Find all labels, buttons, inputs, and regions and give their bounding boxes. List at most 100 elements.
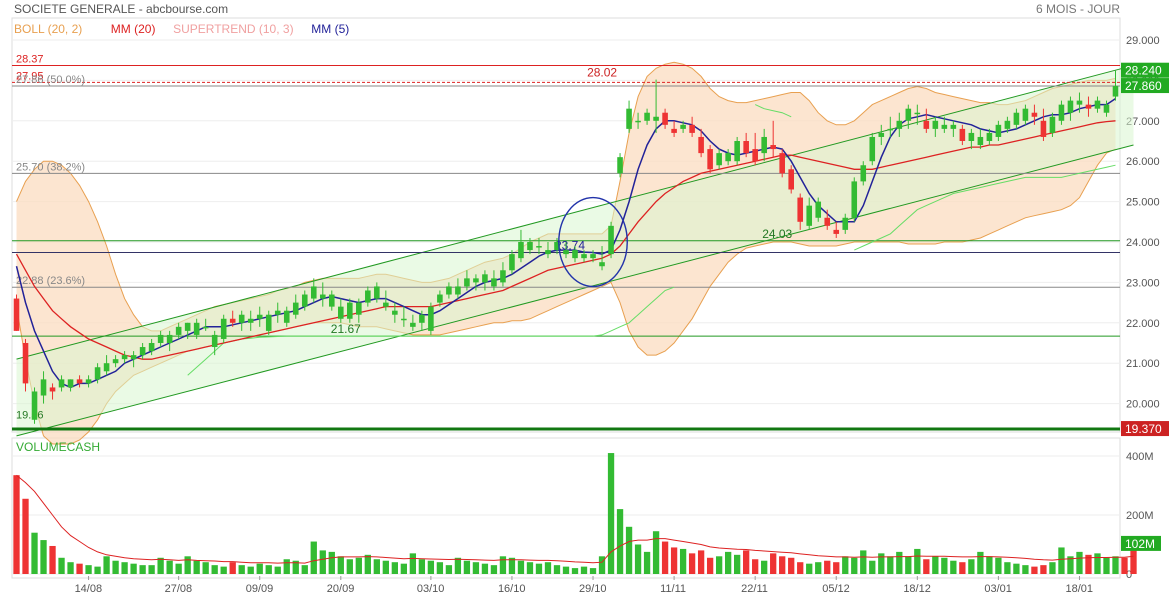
annotation-label: 23.74 bbox=[555, 239, 585, 253]
volume-bar bbox=[85, 565, 92, 574]
candle-body bbox=[40, 379, 47, 396]
volume-bar bbox=[22, 498, 29, 574]
volume-bar bbox=[49, 545, 56, 574]
volume-bar bbox=[634, 544, 642, 574]
candle-body bbox=[383, 302, 389, 307]
candle bbox=[1004, 116, 1011, 133]
candle-body bbox=[139, 347, 146, 356]
candle-body bbox=[689, 124, 695, 133]
candle bbox=[428, 302, 434, 335]
candle bbox=[626, 100, 632, 133]
candle bbox=[328, 290, 335, 311]
candle-body bbox=[148, 343, 155, 352]
candle bbox=[734, 136, 740, 166]
candle bbox=[112, 355, 119, 368]
volume-bar bbox=[833, 562, 840, 574]
candle bbox=[139, 343, 146, 360]
candle-body bbox=[905, 108, 912, 121]
volume-bar bbox=[1130, 543, 1137, 574]
candle bbox=[833, 221, 840, 238]
candle bbox=[292, 294, 299, 319]
period-selector[interactable]: 6 MOIS - JOUR bbox=[1035, 2, 1120, 16]
candle-body bbox=[914, 112, 921, 115]
x-tick-label: 20/09 bbox=[327, 583, 355, 595]
candle-body bbox=[1013, 112, 1020, 125]
candle bbox=[40, 371, 47, 404]
volume-bar bbox=[148, 565, 155, 574]
candle bbox=[905, 104, 912, 129]
volume-bar bbox=[986, 556, 993, 574]
candle bbox=[1040, 108, 1047, 141]
supertrend-line bbox=[854, 164, 1116, 251]
volume-bar bbox=[121, 562, 128, 574]
volume-bar bbox=[761, 560, 768, 574]
candle bbox=[1103, 100, 1110, 117]
candle-body bbox=[509, 254, 515, 271]
candle-body bbox=[734, 141, 740, 162]
volume-bar bbox=[977, 551, 984, 574]
annotation-label: 21.67 bbox=[331, 322, 361, 336]
candle-body bbox=[419, 314, 425, 323]
candle bbox=[923, 108, 930, 133]
volume-bar bbox=[382, 560, 389, 574]
last-price-badge: 27.860 bbox=[1125, 79, 1162, 93]
candle-body bbox=[356, 302, 362, 315]
candle bbox=[752, 132, 758, 166]
candle bbox=[554, 237, 560, 255]
x-tick-label: 14/08 bbox=[75, 583, 103, 595]
volume-bar bbox=[13, 475, 20, 574]
candle-body bbox=[1112, 86, 1119, 97]
candle bbox=[130, 351, 137, 368]
candle-body bbox=[698, 136, 704, 154]
volume-bar bbox=[878, 553, 885, 574]
volume-ma-line bbox=[16, 474, 1134, 564]
volume-bar bbox=[779, 556, 786, 574]
level-label: 28.37 bbox=[16, 53, 44, 65]
candle-body bbox=[256, 314, 263, 319]
candle bbox=[689, 116, 695, 137]
volume-bar bbox=[1121, 557, 1128, 574]
candle bbox=[419, 310, 425, 331]
candle bbox=[644, 108, 650, 125]
volume-bar bbox=[571, 568, 579, 574]
candle bbox=[1067, 96, 1074, 121]
candle bbox=[959, 124, 966, 146]
volume-bar bbox=[1022, 565, 1029, 574]
candle bbox=[671, 120, 677, 137]
candle-body bbox=[473, 278, 479, 283]
volume-bar bbox=[391, 562, 398, 574]
volume-bar bbox=[1085, 554, 1092, 574]
volume-bar bbox=[968, 559, 975, 574]
candle bbox=[635, 112, 641, 129]
candle bbox=[193, 318, 200, 339]
volume-bar bbox=[310, 541, 317, 574]
candle-body bbox=[1094, 100, 1101, 109]
candle-body bbox=[725, 153, 731, 162]
x-tick-label: 03/01 bbox=[984, 583, 1012, 595]
candle bbox=[842, 213, 849, 234]
candle-body bbox=[31, 391, 38, 420]
volume-bar bbox=[193, 560, 200, 574]
candle-body bbox=[896, 120, 903, 129]
candle bbox=[85, 375, 92, 388]
candle bbox=[319, 282, 326, 307]
volume-bar bbox=[788, 557, 795, 574]
candle bbox=[950, 120, 957, 137]
volume-bar bbox=[247, 566, 254, 574]
price-y-tick: 25.000 bbox=[1126, 197, 1160, 209]
chart-header: SOCIETE GENERALE - abcbourse.com 6 MOIS … bbox=[0, 0, 1170, 18]
volume-bar bbox=[472, 562, 480, 574]
candle bbox=[680, 120, 686, 133]
candle bbox=[482, 270, 488, 291]
candle-body bbox=[437, 294, 443, 303]
candle bbox=[202, 318, 209, 331]
candle bbox=[869, 132, 876, 166]
candle-body bbox=[959, 128, 966, 141]
candle bbox=[986, 128, 993, 146]
candle bbox=[76, 375, 83, 388]
candle-body bbox=[770, 145, 776, 150]
candle bbox=[148, 338, 155, 356]
volume-bar bbox=[202, 562, 209, 574]
chart-title: SOCIETE GENERALE - abcbourse.com bbox=[14, 2, 229, 16]
candle-body bbox=[130, 355, 137, 360]
